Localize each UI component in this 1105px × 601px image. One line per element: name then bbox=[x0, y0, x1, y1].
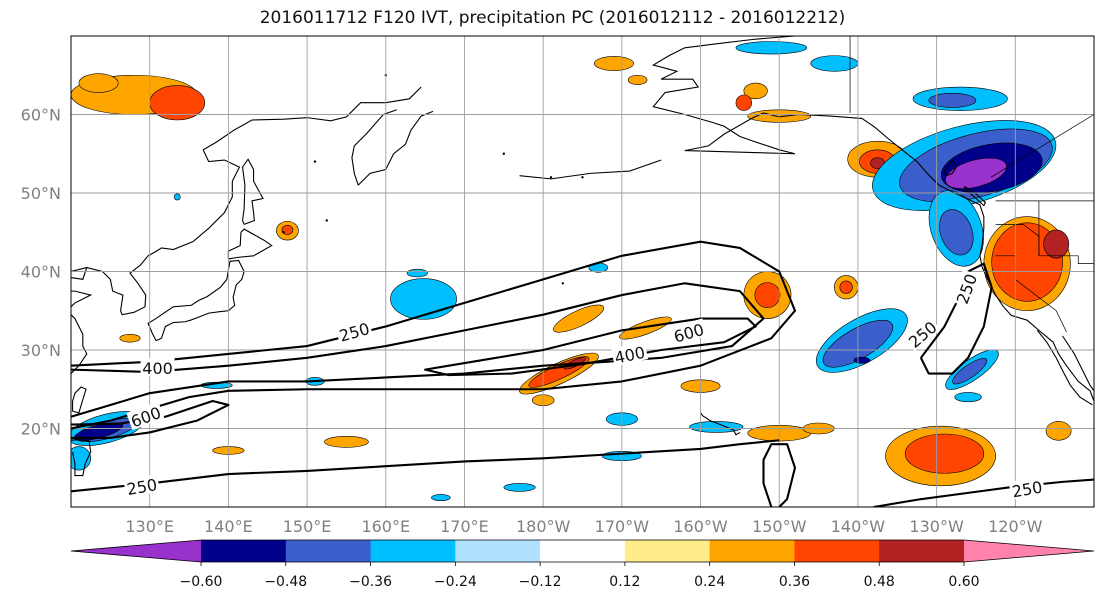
lat-tick-label: 60°N bbox=[21, 106, 61, 125]
lon-tick-label: 160°E bbox=[361, 517, 410, 536]
contour-label-text: 250 bbox=[1011, 477, 1044, 501]
negative-precip-anomaly bbox=[955, 392, 982, 401]
contour-label-text: 250 bbox=[905, 318, 941, 352]
contour-label-text: 250 bbox=[337, 319, 372, 346]
colorbar-tick-label: 0.12 bbox=[609, 574, 640, 590]
positive-precip-anomaly bbox=[1046, 421, 1071, 440]
contour-label: 250 bbox=[1009, 476, 1046, 502]
colorbar-segment bbox=[794, 540, 879, 562]
colorbar-tick-label: 0.60 bbox=[948, 574, 979, 590]
lon-tick-label: 150°W bbox=[752, 517, 807, 536]
lon-tick-label: 130°W bbox=[909, 517, 964, 536]
contour-label: 250 bbox=[123, 474, 160, 500]
positive-precip-anomaly bbox=[594, 56, 633, 70]
coastline bbox=[73, 387, 86, 413]
lon-tick-label: 170°E bbox=[440, 517, 489, 536]
colorbar-tick-label: 0.36 bbox=[779, 574, 810, 590]
ivt-contour-250 bbox=[874, 480, 1094, 507]
positive-precip-anomaly bbox=[79, 74, 118, 93]
coastline bbox=[520, 160, 662, 179]
negative-precip-anomaly bbox=[407, 269, 427, 277]
colorbar-extend-low bbox=[71, 540, 201, 562]
negative-precip-anomaly bbox=[174, 194, 180, 200]
lat-tick-label: 30°N bbox=[21, 341, 61, 360]
contour-label-text: 400 bbox=[142, 359, 173, 378]
lon-tick-label: 170°W bbox=[595, 517, 650, 536]
coastline bbox=[228, 229, 271, 259]
lat-tick-label: 50°N bbox=[21, 184, 61, 203]
island bbox=[326, 219, 328, 221]
contour-label-text: 600 bbox=[128, 403, 163, 431]
contour-label: 600 bbox=[126, 402, 165, 432]
negative-precip-anomaly bbox=[390, 279, 456, 320]
coastline bbox=[148, 261, 244, 341]
negative-precip-anomaly bbox=[431, 494, 450, 500]
negative-precip-anomaly bbox=[811, 56, 858, 72]
coastline bbox=[1037, 330, 1092, 405]
contour-label: 250 bbox=[335, 318, 373, 347]
lon-tick-label: 160°W bbox=[673, 517, 728, 536]
positive-precip-anomaly bbox=[905, 434, 984, 473]
lon-tick-label: 140°E bbox=[204, 517, 253, 536]
positive-precip-anomaly bbox=[324, 436, 368, 447]
colorbar: −0.60 −0.48 −0.36 −0.24 −0.12 0.12 0.24 0.36 0.4… bbox=[71, 540, 1094, 590]
contour-label: 400 bbox=[611, 341, 648, 368]
positive-precip-anomaly bbox=[617, 313, 673, 344]
negative-precip-anomaly bbox=[929, 93, 976, 107]
positive-precip-anomaly bbox=[736, 95, 752, 111]
lon-tick-label: 150°E bbox=[283, 517, 332, 536]
colorbar-segment bbox=[540, 540, 625, 562]
colorbar-segment bbox=[710, 540, 795, 562]
positive-precip-anomaly bbox=[755, 282, 780, 307]
lon-tick-label: 120°W bbox=[988, 517, 1043, 536]
colorbar-segment bbox=[455, 540, 540, 562]
colorbar-tick-label: −0.24 bbox=[434, 574, 477, 590]
colorbar-tick-label: 0.48 bbox=[864, 574, 895, 590]
lon-tick-label: 140°W bbox=[831, 517, 886, 536]
contour-label: 250 bbox=[951, 269, 981, 308]
contour-label: 250 bbox=[903, 316, 942, 353]
colorbar-extend-high bbox=[964, 540, 1094, 562]
negative-precip-anomaly bbox=[504, 483, 535, 491]
contour-label: 400 bbox=[141, 358, 175, 378]
lon-tick-label: 180°W bbox=[516, 517, 571, 536]
lat-tick-label: 20°N bbox=[21, 420, 61, 439]
coastline bbox=[352, 110, 397, 185]
lat-tick-label: 40°N bbox=[21, 263, 61, 282]
colorbar-segment bbox=[286, 540, 371, 562]
ivt-contour-250 bbox=[71, 440, 779, 491]
colorbar-tick-label: −0.60 bbox=[180, 574, 223, 590]
coastline bbox=[1063, 336, 1094, 391]
island bbox=[503, 153, 505, 155]
coastline bbox=[358, 111, 433, 185]
island bbox=[550, 176, 552, 178]
island bbox=[581, 176, 583, 178]
colorbar-segment bbox=[625, 540, 710, 562]
colorbar-tick-label: 0.24 bbox=[694, 574, 725, 590]
colorbar-segment bbox=[371, 540, 456, 562]
island bbox=[314, 160, 316, 162]
coastline bbox=[243, 159, 263, 224]
colorbar-tick-label: −0.48 bbox=[264, 574, 307, 590]
ivt-precipitation-map: 250400600400600250 250250250 130°E 140°E 15… bbox=[0, 0, 1105, 601]
positive-precip-anomaly bbox=[840, 281, 853, 294]
colorbar-tick-label: −0.12 bbox=[519, 574, 562, 590]
lon-tick-label: 130°E bbox=[125, 517, 174, 536]
colorbar-tick-label: −0.36 bbox=[349, 574, 392, 590]
contour-label-text: 250 bbox=[125, 475, 158, 499]
positive-precip-anomaly bbox=[628, 75, 647, 84]
negative-precip-anomaly bbox=[736, 41, 807, 54]
positive-precip-anomaly bbox=[120, 334, 140, 342]
contour-label-text: 400 bbox=[613, 343, 647, 368]
positive-precip-anomaly bbox=[1044, 230, 1069, 258]
negative-precip-anomaly bbox=[854, 357, 870, 363]
island bbox=[562, 282, 564, 284]
island bbox=[282, 231, 284, 233]
colorbar-segment bbox=[201, 540, 286, 562]
contour-label-text: 250 bbox=[953, 271, 981, 306]
colorbar-segment bbox=[879, 540, 964, 562]
